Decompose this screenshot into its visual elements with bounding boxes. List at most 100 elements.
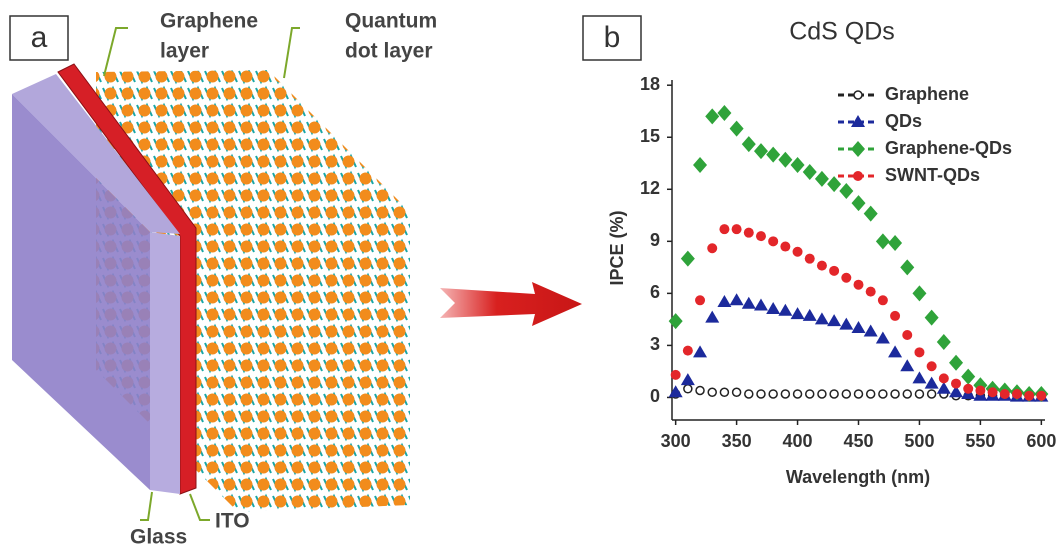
data-point — [693, 157, 708, 173]
data-point — [875, 331, 890, 344]
data-point — [851, 195, 866, 212]
data-point — [888, 345, 903, 358]
data-point — [804, 389, 815, 399]
data-point — [680, 373, 695, 386]
data-point — [753, 143, 768, 160]
data-point — [804, 253, 815, 264]
data-point — [875, 233, 890, 250]
data-point — [878, 389, 888, 399]
data-point — [902, 389, 913, 399]
glass-label: Glass — [130, 526, 187, 549]
data-point — [949, 385, 964, 398]
data-point — [963, 383, 974, 394]
legend-marker — [851, 115, 865, 127]
data-point — [961, 368, 976, 385]
data-point — [912, 371, 927, 384]
data-point — [780, 389, 791, 399]
data-point — [914, 389, 925, 399]
data-point — [741, 136, 756, 153]
data-point — [683, 384, 693, 394]
data-point — [802, 308, 817, 321]
y-tick-label: 15 — [640, 126, 660, 146]
x-axis-label: Wavelength (nm) — [786, 467, 930, 487]
data-point — [670, 369, 681, 380]
data-point — [693, 345, 708, 358]
data-point — [756, 389, 766, 399]
data-point — [814, 170, 829, 187]
y-tick-label: 12 — [640, 178, 660, 198]
panel-a: a Graphene layer Quantum dot layer Glass… — [9, 10, 437, 549]
data-point — [1024, 390, 1035, 401]
data-point — [816, 260, 827, 271]
data-point — [817, 389, 827, 399]
data-point — [938, 373, 949, 384]
graphene-label: Graphene — [160, 10, 258, 33]
y-axis-label: IPCE (%) — [607, 210, 627, 285]
data-point — [900, 359, 915, 372]
data-point — [802, 163, 817, 180]
data-point — [778, 151, 793, 168]
y-tick-label: 18 — [640, 74, 660, 94]
panel-label: b — [604, 21, 621, 54]
data-point — [900, 259, 915, 276]
data-point — [829, 389, 839, 399]
data-point — [987, 387, 998, 398]
leader-line — [140, 491, 153, 521]
data-point — [888, 235, 903, 252]
data-point — [912, 285, 927, 302]
leader-line — [103, 27, 128, 77]
data-point — [936, 381, 951, 394]
data-point — [719, 387, 730, 397]
legend-label: QDs — [885, 111, 922, 131]
data-point — [827, 314, 842, 327]
data-point — [865, 389, 876, 399]
x-tick-label: 300 — [661, 431, 691, 451]
data-point — [863, 205, 878, 222]
data-point — [890, 389, 900, 399]
glass-top — [12, 74, 180, 234]
data-point — [768, 236, 779, 247]
data-point — [951, 378, 962, 389]
data-point — [731, 224, 742, 235]
data-point — [744, 389, 754, 399]
data-point — [853, 389, 864, 399]
panel-label-box — [582, 15, 642, 61]
data-point — [877, 295, 888, 306]
leader-line — [283, 27, 300, 79]
data-point — [719, 224, 730, 235]
data-point — [999, 388, 1010, 399]
arrow — [440, 282, 582, 326]
y-tick-label: 3 — [650, 334, 660, 354]
data-point — [778, 303, 793, 316]
data-point — [863, 324, 878, 337]
x-tick-label: 550 — [965, 431, 995, 451]
qd-label: Quantum — [345, 10, 437, 33]
legend-label: Graphene-QDs — [885, 138, 1012, 158]
data-point — [926, 361, 937, 372]
legend-marker — [851, 141, 865, 157]
data-point — [902, 330, 913, 340]
legend-label: Graphene — [885, 84, 969, 104]
data-point — [1011, 388, 1022, 399]
data-point — [741, 296, 756, 309]
x-tick-label: 500 — [904, 431, 934, 451]
data-point — [792, 246, 803, 257]
ito-label: ITO — [215, 510, 250, 533]
data-point — [695, 385, 705, 396]
data-point — [755, 231, 766, 242]
data-point — [729, 293, 744, 306]
data-point — [936, 333, 951, 350]
data-point — [790, 307, 805, 320]
legend-marker — [853, 90, 863, 100]
data-point — [853, 279, 864, 290]
x-tick-label: 350 — [722, 431, 752, 451]
data-point — [717, 295, 732, 308]
data-point — [705, 108, 720, 125]
leader-line — [189, 493, 210, 521]
chart-title: CdS QDs — [789, 18, 895, 46]
data-point — [839, 317, 854, 330]
data-point — [926, 389, 937, 399]
panel-b: b CdS QDs Wavelength (nm) IPCE (%) 300 35… — [582, 15, 1056, 487]
y-tick-label: 0 — [650, 386, 660, 406]
data-point — [975, 385, 986, 396]
